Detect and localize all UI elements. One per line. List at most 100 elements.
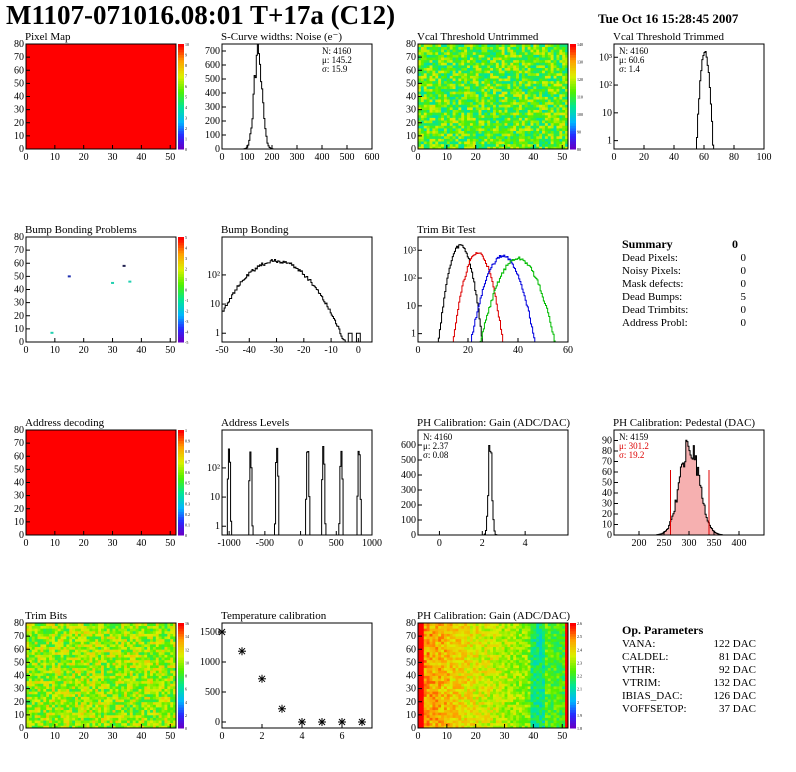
y-tick-label: 30 (14, 105, 24, 116)
palette-tick-label: 0.2 (185, 512, 190, 517)
y-tick-label: 50 (14, 657, 24, 668)
param-row: CALDEL: 81 DAC (622, 651, 756, 663)
y-tick-label: 10 (14, 324, 24, 335)
x-tick-label: -40 (243, 345, 256, 356)
x-tick-label: 30 (108, 731, 118, 742)
x-tick-label: 80 (729, 152, 739, 163)
y-tick-label: 50 (406, 78, 416, 89)
y-tick-label: 80 (14, 618, 24, 629)
palette-tick-label: 6 (185, 84, 187, 89)
x-tick-label: -30 (270, 345, 283, 356)
chart-title: Bump Bonding Problems (25, 224, 137, 236)
x-tick-label: 0 (24, 538, 29, 549)
hist-bin (355, 332, 361, 342)
x-tick-label: 20 (79, 731, 89, 742)
y-tick-label: 10² (207, 270, 220, 281)
palette-bar: -5 -4 -3 -2 -1 0 1 2 3 4 5 (178, 235, 188, 345)
x-tick-label: 10 (442, 731, 452, 742)
chart-title: Temperature calibration (221, 610, 327, 622)
stat-label: σ: 1.4 (619, 64, 640, 74)
palette-tick-label: 0.3 (185, 502, 190, 507)
y-tick-label: 60 (14, 258, 24, 269)
y-tick-label: 10 (406, 710, 416, 721)
x-tick-label: 50 (165, 152, 175, 163)
y-tick-label: 1000 (200, 657, 220, 668)
summary-title: Summary (622, 237, 673, 251)
x-tick-label: 0 (24, 345, 29, 356)
x-tick-label: 1000 (362, 538, 382, 549)
stat-label: μ: 60.6 (619, 55, 645, 65)
palette-bar: 0 1 2 3 4 5 6 7 8 9 10 (178, 42, 189, 152)
x-tick-label: 250 (657, 538, 672, 549)
y-tick-label: 10 (14, 517, 24, 528)
palette-tick-label: 5 (185, 235, 187, 240)
x-tick-label: 0 (416, 731, 421, 742)
summary-row: Mask defects: 0 (622, 278, 746, 290)
y-tick-label: 10³ (403, 245, 416, 256)
chart-ph-pedestal: PH Calibration: Pedestal (DAC) N: 4159μ: … (602, 417, 765, 549)
y-tick-label: 40 (406, 671, 416, 682)
x-tick-label: 200 (265, 152, 280, 163)
palette-tick-label: 0 (185, 726, 187, 731)
y-tick-label: 10 (406, 131, 416, 142)
heatmap-fill (26, 44, 176, 149)
heatmap-fill (26, 430, 176, 535)
op-parameters-table: Op. Parameters VANA: 122 DAC CALDEL: 81 DA… (622, 622, 756, 716)
chart-title: Vcal Threshold Untrimmed (417, 31, 539, 43)
y-tick-label: 20 (14, 311, 24, 322)
x-tick-label: 200 (632, 538, 647, 549)
heatmap-cells (418, 44, 569, 150)
palette-tick-label: 2.3 (577, 660, 582, 665)
chart-ph-gain: PH Calibration: Gain (ADC/DAC) N: 4160μ: … (401, 417, 570, 549)
y-tick-label: 50 (14, 271, 24, 282)
palette-tick-label: 2.5 (577, 634, 582, 639)
x-tick-label: 0 (416, 152, 421, 163)
hist-series (222, 451, 372, 536)
x-tick-label: 4 (300, 731, 305, 742)
stat-label: N: 4160 (322, 46, 352, 56)
hist-series (221, 258, 372, 343)
x-tick-label: 10 (442, 152, 452, 163)
x-tick-label: 30 (108, 538, 118, 549)
y-tick-label: 10 (14, 710, 24, 721)
heatmap-cells (26, 623, 177, 729)
chart-title: Trim Bits (25, 610, 67, 622)
x-tick-label: 0 (416, 345, 421, 356)
y-tick-label: 30 (406, 684, 416, 695)
y-tick-label: 70 (14, 438, 24, 449)
x-tick-label: 40 (136, 731, 146, 742)
palette-tick-label: 3 (185, 116, 187, 121)
y-tick-label: 100 (401, 515, 416, 526)
hist-series (222, 450, 372, 536)
chart-title: Pixel Map (25, 31, 71, 43)
palette-tick-label: 6 (185, 687, 187, 692)
y-tick-label: 1500 (200, 627, 220, 638)
plot-frame (221, 622, 373, 729)
x-tick-label: 4 (523, 538, 528, 549)
palette-tick-label: 120 (577, 77, 583, 82)
bad-pixel (122, 264, 126, 267)
summary-row: Dead Trimbits: 0 (622, 304, 746, 316)
palette-tick-label: 4 (185, 105, 187, 110)
chart-trim-bit-test: Trim Bit Test 0 20 40 60 1 10 10² 10³ (403, 224, 573, 356)
y-tick-label: 30 (602, 499, 612, 510)
x-tick-label: 60 (699, 152, 709, 163)
op-parameters-title: Op. Parameters (622, 623, 704, 637)
y-tick-label: 600 (205, 60, 220, 71)
x-tick-label: 2 (260, 731, 265, 742)
y-tick-label: 40 (14, 285, 24, 296)
palette-tick-label: 80 (577, 147, 581, 152)
palette-tick-label: 140 (577, 42, 583, 47)
palette-tick-label: 9 (185, 53, 187, 58)
y-tick-label: 20 (406, 118, 416, 129)
chart-title: Address decoding (25, 417, 105, 429)
palette-tick-label: 4 (185, 246, 187, 251)
y-tick-label: 1 (411, 329, 416, 340)
palette-tick-label: -1 (185, 298, 188, 303)
x-tick-label: 30 (108, 152, 118, 163)
bad-pixel (111, 281, 115, 284)
palette-tick-label: 0.5 (185, 481, 190, 486)
y-tick-label: 70 (14, 631, 24, 642)
